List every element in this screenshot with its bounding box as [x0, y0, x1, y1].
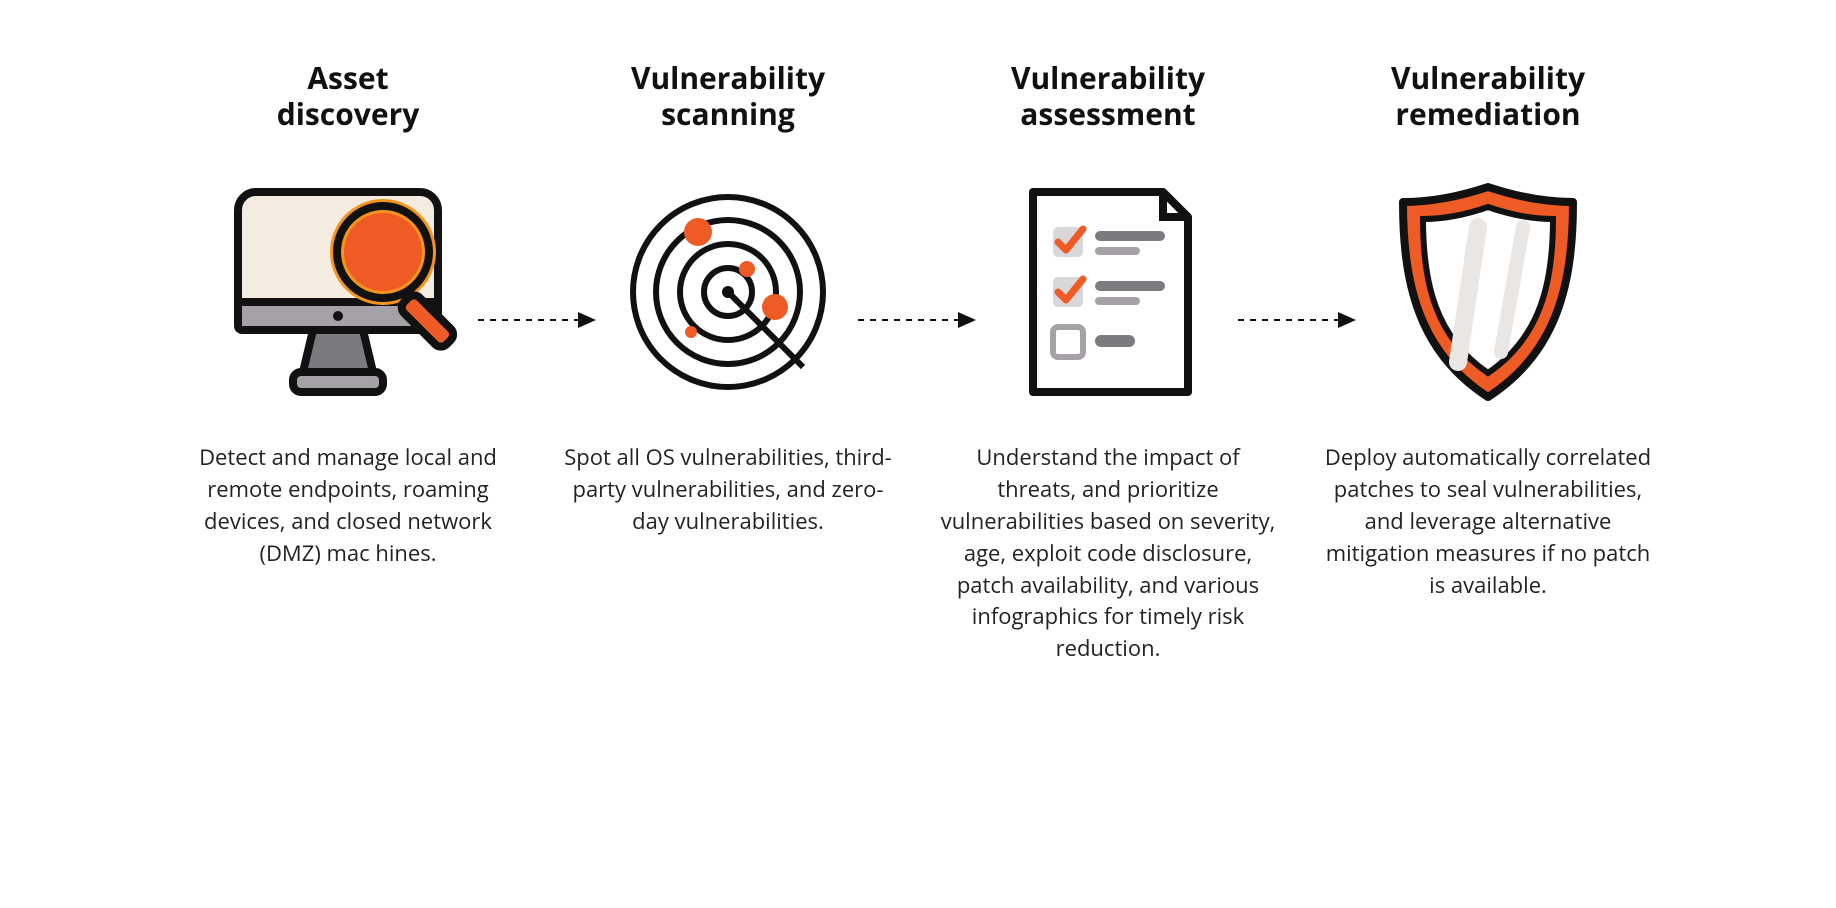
- step-vulnerability-scanning: Vulnerability scanning Spot all OS vul: [538, 60, 918, 538]
- step-title: Vulnerability scanning: [631, 60, 825, 132]
- process-flow: Asset discovery Detect and manage loc: [0, 0, 1836, 725]
- shield-icon: [1298, 162, 1678, 422]
- step-vulnerability-remediation: Vulnerability remediation Deploy automat…: [1298, 60, 1678, 601]
- step-title: Asset discovery: [277, 60, 420, 132]
- monitor-magnifier-icon: [158, 162, 538, 422]
- step-description: Deploy automatically correlated patches …: [1298, 442, 1678, 601]
- step-description: Understand the impact of threats, and pr…: [918, 442, 1298, 665]
- step-description: Spot all OS vulnerabilities, third-party…: [538, 442, 918, 538]
- step-title: Vulnerability assessment: [1011, 60, 1205, 132]
- step-asset-discovery: Asset discovery Detect and manage loc: [158, 60, 538, 570]
- step-description: Detect and manage local and remote endpo…: [158, 442, 538, 570]
- step-title: Vulnerability remediation: [1391, 60, 1585, 132]
- radar-icon: [538, 162, 918, 422]
- step-vulnerability-assessment: Vulnerability assessment Und: [918, 60, 1298, 665]
- checklist-icon: [918, 162, 1298, 422]
